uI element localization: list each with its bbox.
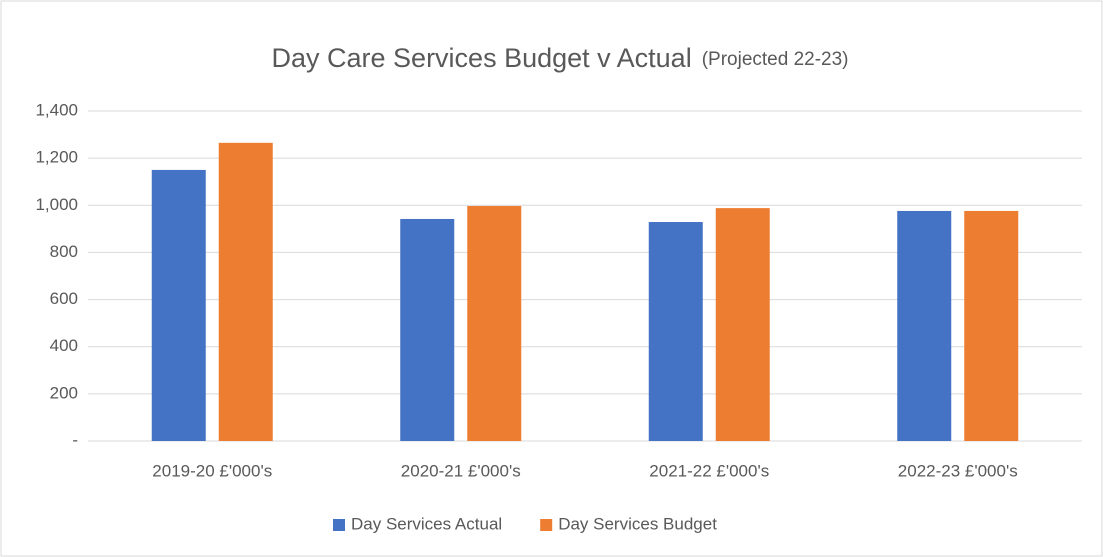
y-tick-label: 800 <box>50 242 78 261</box>
title-main: Day Care Services Budget v Actual <box>272 43 692 73</box>
y-tick-label: 600 <box>50 289 78 308</box>
title-sub: (Projected 22-23) <box>702 49 849 70</box>
bar <box>467 205 522 441</box>
legend-swatch <box>540 519 553 531</box>
y-tick-label: 1,000 <box>35 195 78 214</box>
bar <box>218 142 273 442</box>
y-tick-label: 200 <box>50 383 78 402</box>
bar <box>715 208 770 441</box>
legend-label: Day Services Actual <box>351 514 502 533</box>
bar <box>400 218 455 441</box>
bar <box>648 222 703 441</box>
x-tick-label: 2021-22 £'000's <box>649 461 769 480</box>
x-tick-label: 2019-20 £'000's <box>152 461 272 480</box>
bar <box>151 169 206 441</box>
bar <box>897 210 952 441</box>
legend-swatch <box>333 519 345 531</box>
bar <box>964 210 1019 441</box>
y-tick-label: 1,200 <box>35 148 78 167</box>
legend-label: Day Services Budget <box>558 514 717 533</box>
chart-title: Day Care Services Budget v Actual (Projec… <box>272 43 849 73</box>
x-tick-label: 2022-23 £'000's <box>898 461 1018 480</box>
y-tick-label: - <box>72 430 78 449</box>
y-tick-label: 400 <box>50 336 78 355</box>
x-tick-label: 2020-21 £'000's <box>401 461 521 480</box>
y-tick-label: 1,400 <box>35 100 78 119</box>
